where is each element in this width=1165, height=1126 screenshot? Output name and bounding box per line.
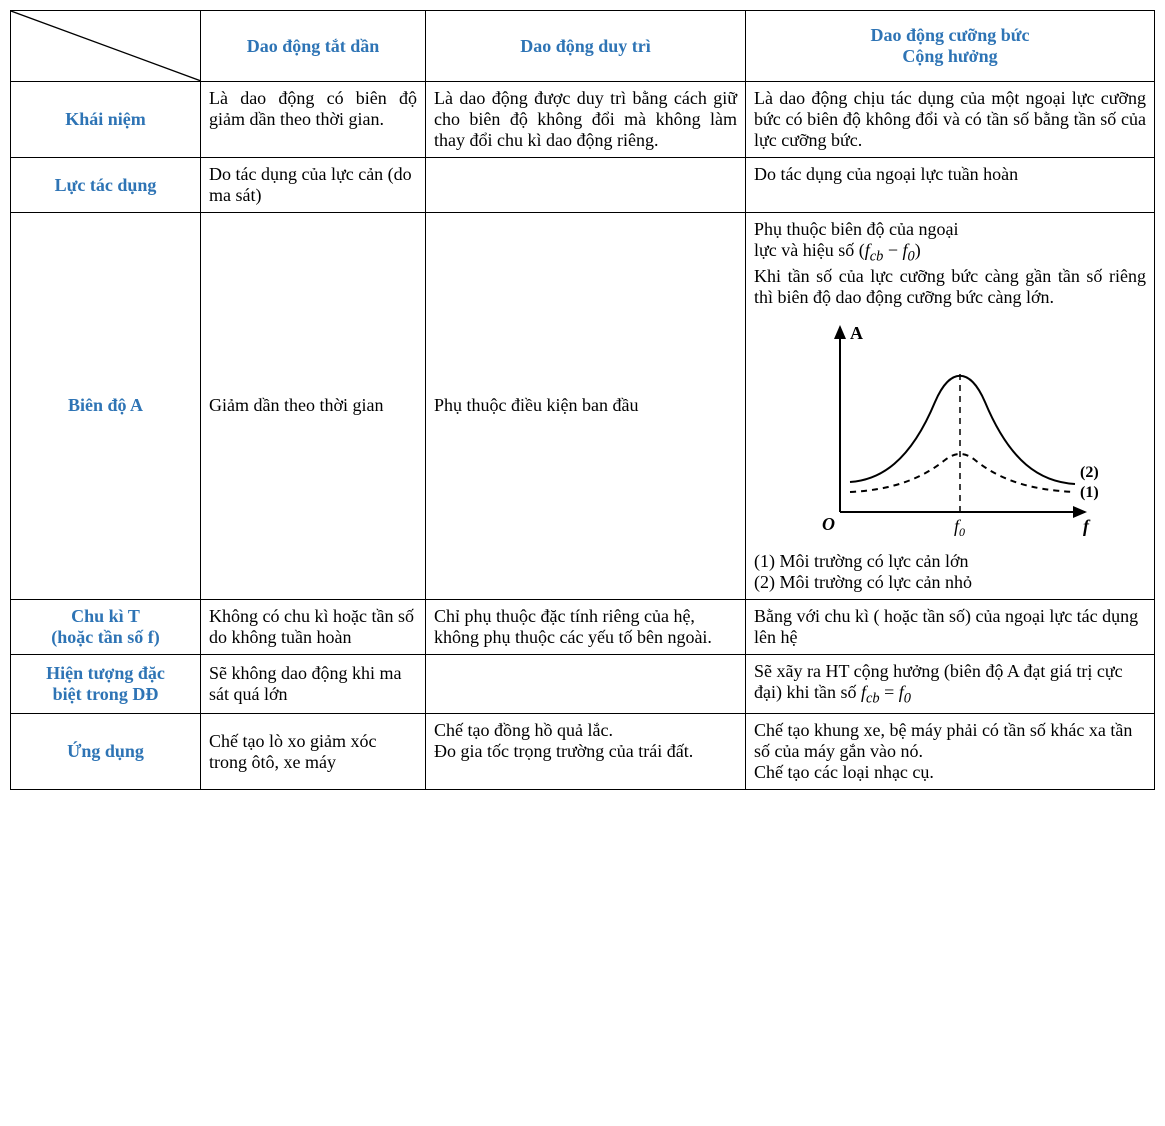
svg-text:f0: f0 [954,516,965,539]
cell-khai-niem-c4: Là dao động chịu tác dụng của một ngoại … [746,82,1155,158]
math-f0-sub: 0 [908,249,915,265]
cell-khai-niem-c3: Là dao động được duy trì bằng cách giữ c… [426,82,746,158]
biendo-formula-suffix: ) [915,240,921,260]
cell-biendo-c2: Giảm dần theo thời gian [201,213,426,600]
biendo-caption2: (2) Môi trường có lực cản nhỏ [754,572,1146,593]
cell-ud-c2: Chế tạo lò xo giảm xóc trong ôtô, xe máy [201,714,426,790]
cell-ht-c4: Sẽ xãy ra HT cộng hưởng (biên độ A đạt g… [746,654,1155,714]
row-hien-tuong: Hiện tượng đặc biệt trong DĐ Sẽ không da… [11,654,1155,714]
resonance-chart: O Af f0 (2) (1) [754,312,1146,547]
comparison-table: Dao động tắt dần Dao động duy trì Dao độ… [10,10,1155,790]
row-luc-tac-dung: Lực tác dụng Do tác dụng của lực cản (do… [11,158,1155,213]
rowlabel-hien-tuong: Hiện tượng đặc biệt trong DĐ [11,654,201,714]
cell-luc-c2: Do tác dụng của lực cản (do ma sát) [201,158,426,213]
cell-ud-c4: Chế tạo khung xe, bệ máy phải có tần số … [746,714,1155,790]
cell-ud-c3: Chế tạo đồng hồ quả lắc. Đo gia tốc trọn… [426,714,746,790]
rowlabel-chuki-l2: (hoặc tần số f) [51,627,160,647]
cell-ht-c3 [426,654,746,714]
ht-c4-text: Sẽ xãy ra HT cộng hưởng (biên độ A đạt g… [754,661,1123,702]
diagonal-line-icon [11,11,201,81]
cell-khai-niem-c2: Là dao động có biên độ giảm dần theo thờ… [201,82,426,158]
diagonal-header-cell [11,11,201,82]
resonance-chart-svg: O Af f0 (2) (1) [800,312,1100,542]
svg-text:(2): (2) [1080,464,1099,481]
col-header-tat-dan: Dao động tắt dần [201,11,426,82]
row-khai-niem: Khái niệm Là dao động có biên độ giảm dầ… [11,82,1155,158]
biendo-c4-para: Khi tần số của lực cưỡng bức càng gần tầ… [754,266,1146,308]
math-fcb2-sub: cb [866,690,880,706]
cell-luc-c3 [426,158,746,213]
row-chu-ki: Chu kì T (hoặc tần số f) Không có chu kì… [11,599,1155,654]
cell-chuki-c3: Chỉ phụ thuộc đặc tính riêng của hệ, khô… [426,599,746,654]
cell-ht-c2: Sẽ không dao động khi ma sát quá lớn [201,654,426,714]
col-header-duy-tri: Dao động duy trì [426,11,746,82]
col-header-line2: Cộng hưởng [902,46,997,66]
rowlabel-bien-do: Biên độ A [11,213,201,600]
biendo-c4-line2: lực và hiệu số (fcb − f0) [754,240,1146,266]
math-f02-sub: 0 [904,690,911,706]
math-fcb-sub: cb [870,249,884,265]
rowlabel-ung-dung: Ứng dụng [11,714,201,790]
header-row: Dao động tắt dần Dao động duy trì Dao độ… [11,11,1155,82]
biendo-formula-prefix: lực và hiệu số ( [754,240,865,260]
rowlabel-chuki-l1: Chu kì T [71,606,140,626]
col-header-line1: Dao động cưỡng bức [870,25,1029,45]
rowlabel-chu-ki: Chu kì T (hoặc tần số f) [11,599,201,654]
col-header-cuong-buc: Dao động cưỡng bức Cộng hưởng [746,11,1155,82]
rowlabel-khai-niem: Khái niệm [11,82,201,158]
rowlabel-luc-tac-dung: Lực tác dụng [11,158,201,213]
biendo-c4-line1: Phụ thuộc biên độ của ngoại [754,219,1146,240]
math-eq: = [880,682,899,702]
svg-text:A: A [850,323,863,343]
cell-luc-c4: Do tác dụng của ngoại lực tuần hoàn [746,158,1155,213]
cell-biendo-c3: Phụ thuộc điều kiện ban đầu [426,213,746,600]
math-minus: − [883,240,902,260]
row-ung-dung: Ứng dụng Chế tạo lò xo giảm xóc trong ôt… [11,714,1155,790]
svg-text:f: f [1083,516,1091,536]
rowlabel-ht-l2: biệt trong DĐ [53,684,159,704]
cell-chuki-c4: Bằng với chu kì ( hoặc tần số) của ngoại… [746,599,1155,654]
row-bien-do: Biên độ A Giảm dần theo thời gian Phụ th… [11,213,1155,600]
cell-chuki-c2: Không có chu kì hoặc tần số do không tuầ… [201,599,426,654]
svg-text:O: O [822,514,835,534]
rowlabel-ht-l1: Hiện tượng đặc [46,663,165,683]
svg-text:(1): (1) [1080,484,1099,501]
biendo-caption1: (1) Môi trường có lực cản lớn [754,551,1146,572]
cell-biendo-c4: Phụ thuộc biên độ của ngoại lực và hiệu … [746,213,1155,600]
